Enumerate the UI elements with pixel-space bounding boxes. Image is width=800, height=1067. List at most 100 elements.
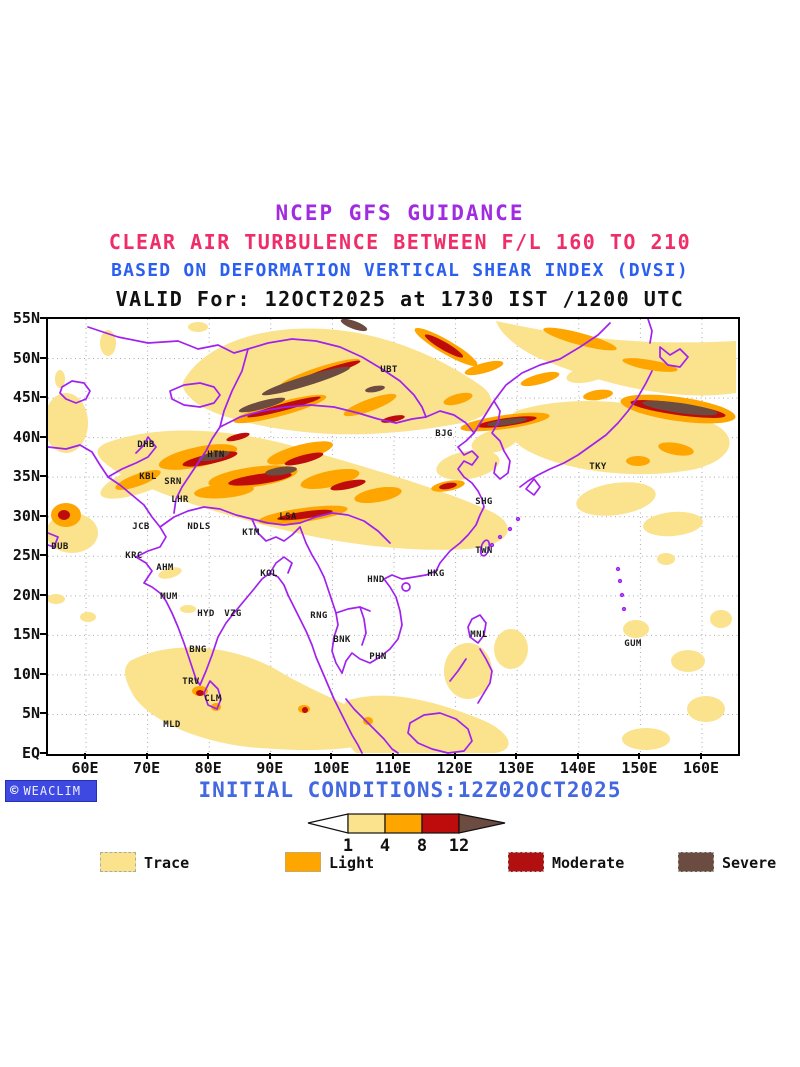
station-label-BNG: BNG: [189, 645, 206, 655]
station-label-GUM: GUM: [624, 639, 642, 649]
station-label-KBL: KBL: [139, 472, 157, 482]
colorbar-trace-segment: [347, 813, 386, 834]
chart-method-line: BASED ON DEFORMATION VERTICAL SHEAR INDE…: [111, 260, 689, 281]
lon-axis-label-130E: 130E: [498, 759, 535, 777]
lat-axis-tick: [40, 672, 46, 675]
legend-label-severe: Severe: [722, 854, 777, 872]
turbulence-colorbar: 1 4 8 12: [300, 810, 515, 860]
legend-label-light: Light: [329, 854, 375, 872]
lat-axis-label-EQ: EQ: [21, 744, 40, 762]
colorbar-value-8: 8: [416, 836, 428, 856]
lon-axis-label-150E: 150E: [621, 759, 658, 777]
lon-axis-label-80E: 80E: [194, 759, 222, 777]
station-label-LHR: LHR: [171, 495, 189, 505]
copyright-icon: ©: [10, 783, 19, 799]
lat-axis-label-45N: 45N: [12, 388, 40, 407]
station-label-HYD: HYD: [197, 609, 215, 619]
lon-axis-tick: [700, 753, 702, 759]
station-label-SRN: SRN: [164, 477, 181, 487]
trace-turbulence-layer: [48, 321, 736, 753]
severe-color-swatch: [678, 852, 714, 872]
station-label-KTM: KTM: [242, 528, 260, 538]
moderate-color-swatch: [508, 852, 544, 872]
lon-axis-label-90E: 90E: [256, 759, 284, 777]
lat-axis-label-10N: 10N: [12, 664, 40, 683]
weaclim-logo: © WEACLIM: [5, 780, 97, 802]
station-label-BNK: BNK: [333, 635, 351, 645]
chart-title: NCEP GFS GUIDANCE: [275, 201, 525, 225]
station-label-SHG: SHG: [475, 497, 492, 507]
lat-axis-tick: [40, 396, 46, 399]
station-label-TKY: TKY: [589, 462, 607, 472]
lat-axis-tick: [40, 554, 46, 557]
station-label-CLM: CLM: [204, 694, 222, 704]
lon-axis-tick: [145, 753, 148, 759]
lat-axis-label-50N: 50N: [12, 348, 40, 367]
station-label-KRC: KRC: [125, 551, 142, 561]
lon-axis-label-100E: 100E: [313, 759, 350, 777]
lon-axis-label-140E: 140E: [559, 759, 596, 777]
colorbar-value-12: 12: [448, 836, 470, 856]
light-color-swatch: [285, 852, 321, 872]
lat-axis-label-30N: 30N: [12, 506, 40, 525]
station-label-DUB: DUB: [51, 542, 69, 552]
station-label-NDLS: NDLS: [187, 522, 210, 532]
colorbar-severe-arrow: [458, 813, 506, 834]
lon-axis-tick: [638, 753, 641, 759]
lat-axis-tick: [40, 317, 46, 319]
station-label-JCB: JCB: [132, 522, 150, 532]
colorbar-value-1: 1: [342, 836, 354, 856]
lat-axis-tick: [40, 514, 46, 517]
station-label-AHM: AHM: [156, 563, 174, 573]
station-label-TRV: TRV: [182, 677, 200, 687]
lon-axis-tick: [330, 753, 333, 759]
lat-axis-label-20N: 20N: [12, 585, 40, 604]
lat-axis-label-35N: 35N: [12, 467, 40, 486]
station-label-MNL: MNL: [470, 630, 488, 640]
lon-axis-label-120E: 120E: [436, 759, 473, 777]
chart-subtitle: CLEAR AIR TURBULENCE BETWEEN F/L 160 TO …: [108, 230, 692, 254]
station-label-RNG: RNG: [310, 611, 327, 621]
station-label-HKG: HKG: [427, 569, 444, 579]
lat-axis-tick: [40, 475, 46, 478]
station-label-VZG: VZG: [224, 609, 241, 619]
colorbar-light-segment: [384, 813, 423, 834]
station-label-HND: HND: [367, 575, 385, 585]
lon-axis-label-60E: 60E: [71, 759, 99, 777]
lat-axis-tick: [40, 435, 46, 438]
map-plot-area: DHB KBL SRN LHR HTN JCB NDLS KTM LSA DUB KRC AHM MUM…: [46, 317, 740, 756]
lon-axis-label-70E: 70E: [133, 759, 161, 777]
lat-axis-label-55N: 55N: [12, 309, 40, 327]
lon-axis-label-160E: 160E: [682, 759, 720, 777]
station-label-BJG: BJG: [435, 429, 452, 439]
lat-axis-tick: [40, 593, 46, 596]
lon-axis-tick: [515, 753, 518, 759]
colorbar-left-arrow: [307, 813, 349, 834]
station-label-HTN: HTN: [207, 450, 224, 460]
station-label-DHB: DHB: [137, 440, 155, 450]
lat-axis-tick: [40, 712, 46, 715]
lat-axis-tick: [40, 356, 46, 359]
lon-axis-tick: [453, 753, 456, 759]
station-label-TWN: TWN: [475, 546, 492, 556]
lon-axis-tick: [207, 753, 210, 759]
turbulence-map-svg: DHB KBL SRN LHR HTN JCB NDLS KTM LSA DUB KRC AHM MUM…: [48, 319, 738, 754]
initial-conditions-text: INITIAL CONDITIONS:12Z02OCT2025: [198, 778, 622, 802]
station-label-LSA: LSA: [279, 512, 297, 522]
station-label-UBT: UBT: [380, 365, 398, 375]
legend-label-moderate: Moderate: [552, 854, 625, 872]
lon-axis-tick: [268, 753, 271, 759]
lat-axis-label-40N: 40N: [12, 427, 40, 446]
lat-axis-label-15N: 15N: [12, 625, 40, 644]
station-label-MLD: MLD: [163, 720, 181, 730]
chart-valid-line: VALID For: 12OCT2025 at 1730 IST /1200 U…: [115, 287, 685, 311]
lat-axis-tick: [40, 752, 46, 754]
lat-axis-label-25N: 25N: [12, 546, 40, 565]
lon-axis-label-110E: 110E: [374, 759, 412, 777]
trace-color-swatch: [100, 852, 136, 872]
station-labels-layer: DHB KBL SRN LHR HTN JCB NDLS KTM LSA DUB KRC AHM MUM…: [51, 365, 642, 730]
colorbar-moderate-segment: [421, 813, 460, 834]
colorbar-svg: [307, 813, 506, 834]
legend-label-trace: Trace: [144, 854, 190, 872]
